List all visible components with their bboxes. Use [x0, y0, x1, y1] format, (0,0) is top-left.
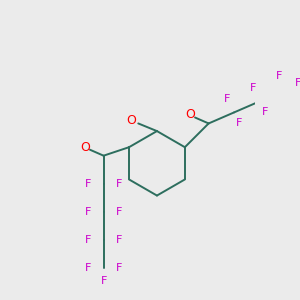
- Text: F: F: [224, 94, 230, 104]
- Text: F: F: [116, 179, 122, 189]
- Text: F: F: [85, 235, 92, 245]
- Text: F: F: [116, 263, 122, 273]
- Text: F: F: [236, 118, 242, 128]
- Text: F: F: [100, 276, 107, 286]
- Text: O: O: [127, 114, 136, 128]
- Text: F: F: [116, 207, 122, 217]
- Text: F: F: [250, 83, 256, 93]
- Text: F: F: [261, 106, 268, 117]
- Text: F: F: [276, 71, 282, 81]
- Text: F: F: [85, 179, 92, 189]
- Text: O: O: [185, 109, 195, 122]
- Text: F: F: [296, 78, 300, 88]
- Text: F: F: [85, 207, 92, 217]
- Text: F: F: [299, 93, 300, 103]
- Text: F: F: [116, 235, 122, 245]
- Text: F: F: [85, 263, 92, 273]
- Text: O: O: [80, 141, 90, 154]
